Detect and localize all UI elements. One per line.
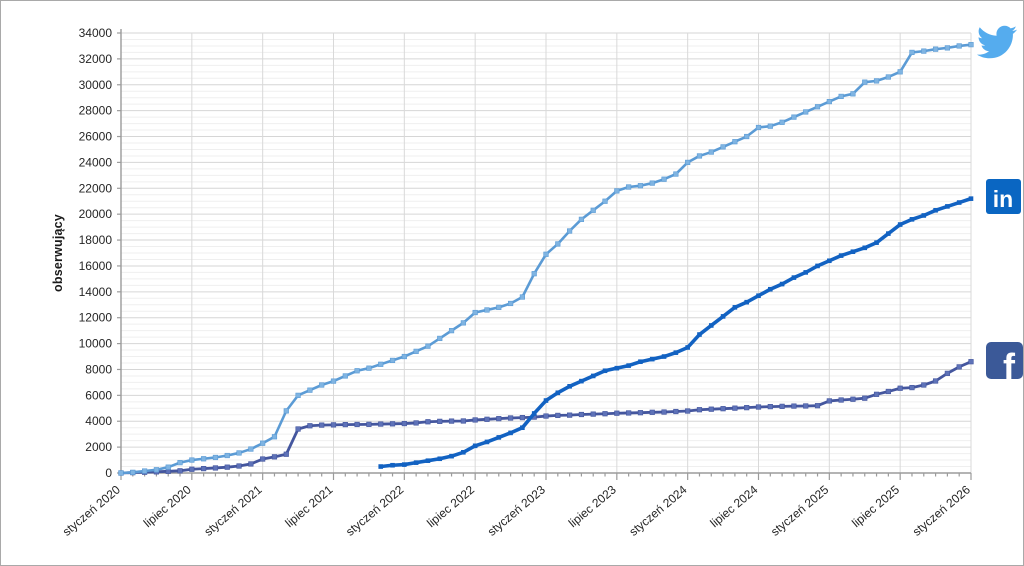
svg-text:lipiec 2023: lipiec 2023 [566, 482, 619, 530]
svg-text:lipiec 2024: lipiec 2024 [707, 482, 760, 530]
svg-text:10000: 10000 [79, 337, 113, 351]
y-axis-title: obserwujący [51, 214, 65, 292]
svg-text:22000: 22000 [79, 181, 113, 195]
svg-text:styczeń 2020: styczeń 2020 [60, 482, 123, 538]
svg-text:styczeń 2025: styczeń 2025 [768, 482, 831, 538]
svg-text:lipiec 2025: lipiec 2025 [849, 482, 902, 530]
svg-text:f: f [1003, 346, 1016, 387]
svg-text:12000: 12000 [79, 311, 113, 325]
linkedin-icon: in [986, 179, 1021, 214]
svg-text:30000: 30000 [79, 78, 113, 92]
twitter-icon [977, 25, 1018, 59]
svg-text:18000: 18000 [79, 233, 113, 247]
svg-text:styczeń 2022: styczeń 2022 [343, 482, 406, 538]
svg-text:26000: 26000 [79, 130, 113, 144]
svg-text:lipiec 2020: lipiec 2020 [141, 482, 194, 530]
svg-text:4000: 4000 [85, 414, 112, 428]
svg-text:styczeń 2021: styczeń 2021 [201, 482, 264, 538]
svg-text:32000: 32000 [79, 52, 113, 66]
axis-labels: 0 2000 4000 6000 8000 10000 12000 14000 16000 180… [60, 26, 973, 539]
svg-text:lipiec 2022: lipiec 2022 [424, 482, 477, 530]
svg-text:styczeń 2023: styczeń 2023 [485, 482, 548, 538]
svg-text:styczeń 2024: styczeń 2024 [626, 482, 689, 538]
svg-text:34000: 34000 [79, 26, 113, 40]
svg-text:8000: 8000 [85, 362, 112, 376]
svg-text:in: in [993, 186, 1013, 212]
svg-text:styczeń 2026: styczeń 2026 [910, 482, 973, 538]
data-series [118, 42, 974, 476]
svg-text:28000: 28000 [79, 104, 113, 118]
svg-text:0: 0 [105, 466, 112, 480]
facebook-icon: f [986, 342, 1023, 387]
svg-text:14000: 14000 [79, 285, 113, 299]
svg-text:20000: 20000 [79, 207, 113, 221]
svg-text:2000: 2000 [85, 440, 112, 454]
svg-text:24000: 24000 [79, 155, 113, 169]
svg-text:6000: 6000 [85, 388, 112, 402]
svg-text:lipiec 2021: lipiec 2021 [282, 482, 335, 530]
svg-text:16000: 16000 [79, 259, 113, 273]
